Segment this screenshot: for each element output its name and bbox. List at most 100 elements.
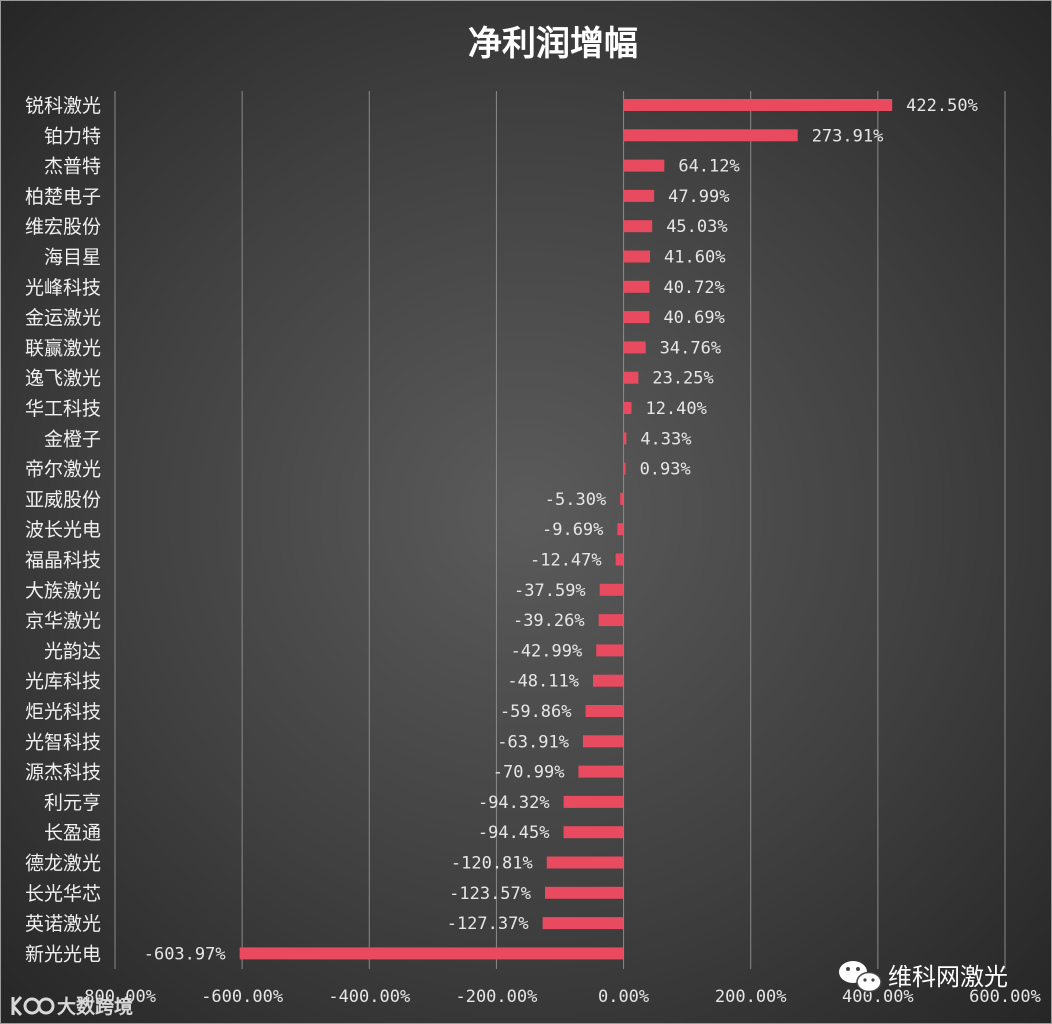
x-tick-label: -400.00% [328, 987, 410, 1007]
data-label: 273.91% [812, 126, 884, 146]
bar [596, 644, 624, 657]
x-tick-label: 400.00% [842, 987, 914, 1007]
bar [598, 614, 624, 627]
data-label: 45.03% [666, 217, 727, 237]
bar [623, 432, 627, 445]
category-label: 杰普特 [44, 156, 101, 178]
data-label: -603.97% [144, 944, 226, 964]
data-label: 47.99% [668, 187, 729, 207]
bar [623, 371, 639, 384]
data-label: -42.99% [511, 641, 583, 661]
label-layer: 锐科激光 422.50% 铂力特 273.91% 杰普特 64.12% 柏楚电子 47.99%… [25, 95, 978, 965]
category-label: 德龙激光 [25, 853, 101, 875]
bar [623, 311, 650, 324]
category-label: 亚威股份 [25, 489, 101, 511]
bar [592, 674, 624, 687]
bar [623, 341, 646, 354]
data-label: 40.69% [663, 308, 724, 328]
category-label: 联赢激光 [25, 337, 101, 359]
x-tick-label: 600.00% [969, 987, 1041, 1007]
x-tick-label: -600.00% [201, 987, 283, 1007]
category-label: 光库科技 [25, 671, 101, 693]
category-label: 维宏股份 [25, 216, 101, 238]
data-label: 23.25% [652, 369, 713, 389]
data-label: -70.99% [493, 763, 565, 783]
x-tick-label: -800.00% [74, 987, 156, 1007]
bar [617, 523, 624, 536]
data-label: -120.81% [451, 854, 533, 874]
category-label: 源杰科技 [25, 762, 101, 784]
data-label: -123.57% [449, 884, 531, 904]
data-label: -94.45% [478, 823, 550, 843]
category-label: 大族激光 [25, 580, 101, 602]
watermark-left-text: 大数跨境 [57, 995, 133, 1018]
x-tick-label: 0.00% [598, 987, 649, 1007]
category-label: 炬光科技 [25, 701, 101, 723]
chart-title: 净利润增幅 [468, 24, 638, 64]
data-label: 64.12% [678, 157, 739, 177]
category-label: 波长光电 [25, 519, 101, 541]
data-label: 40.72% [663, 278, 724, 298]
bar [623, 402, 632, 414]
bar [623, 159, 665, 172]
watermark-right: 维科网激光 [839, 961, 1008, 993]
category-label: 光智科技 [25, 731, 101, 753]
data-label: -5.30% [545, 490, 606, 510]
bar [623, 189, 655, 202]
data-label: -48.11% [507, 672, 579, 692]
category-label: 海目星 [44, 247, 101, 269]
bar [585, 705, 624, 717]
logo-mark-icon [11, 996, 55, 1016]
bar [623, 99, 893, 111]
data-label: -12.47% [530, 551, 602, 571]
category-label: 帝尔激光 [25, 459, 101, 481]
data-label: -94.32% [478, 793, 550, 813]
category-label: 京华激光 [25, 610, 101, 632]
category-label: 光峰科技 [25, 277, 101, 299]
tick-layer: -800.00% -600.00% -400.00% -200.00% 0.00% 200… [74, 987, 1041, 1007]
data-label: 422.50% [906, 96, 978, 116]
category-label: 光韵达 [44, 640, 101, 662]
category-label: 新光光电 [25, 943, 101, 965]
category-label: 英诺激光 [25, 913, 101, 935]
category-label: 长盈通 [44, 822, 101, 844]
category-label: 华工科技 [25, 398, 101, 420]
data-label: -63.91% [497, 732, 569, 752]
category-label: 福晶科技 [25, 550, 101, 572]
bar [563, 826, 624, 839]
watermark-left: 大数跨境 [11, 995, 133, 1018]
bar [542, 917, 624, 930]
bar [623, 250, 651, 263]
bar [623, 129, 798, 142]
bar [582, 735, 624, 748]
bar [563, 795, 624, 808]
wechat-icon [839, 961, 882, 993]
bar [545, 886, 624, 899]
data-label: -59.86% [500, 702, 572, 722]
category-label: 柏楚电子 [25, 186, 101, 208]
category-label: 利元亨 [44, 792, 101, 814]
bar [623, 462, 626, 475]
x-tick-label: 200.00% [715, 987, 787, 1007]
data-label: -127.37% [447, 914, 529, 934]
bar-layer [239, 99, 893, 960]
data-label: 0.93% [640, 460, 691, 480]
bar [623, 220, 653, 233]
category-label: 长光华芯 [25, 883, 101, 905]
data-label: 41.60% [664, 248, 725, 268]
watermark-right-text: 维科网激光 [888, 963, 1008, 991]
bar [239, 947, 624, 960]
category-label: 金橙子 [44, 428, 101, 450]
data-label: 4.33% [640, 429, 691, 449]
bar [578, 765, 624, 778]
bar [599, 583, 624, 596]
bar [546, 856, 624, 869]
data-label: 12.40% [645, 399, 706, 419]
data-label: 34.76% [660, 338, 721, 358]
data-label: -9.69% [542, 520, 603, 540]
x-tick-label: -200.00% [455, 987, 537, 1007]
data-label: -37.59% [514, 581, 586, 601]
category-label: 铂力特 [44, 125, 101, 147]
